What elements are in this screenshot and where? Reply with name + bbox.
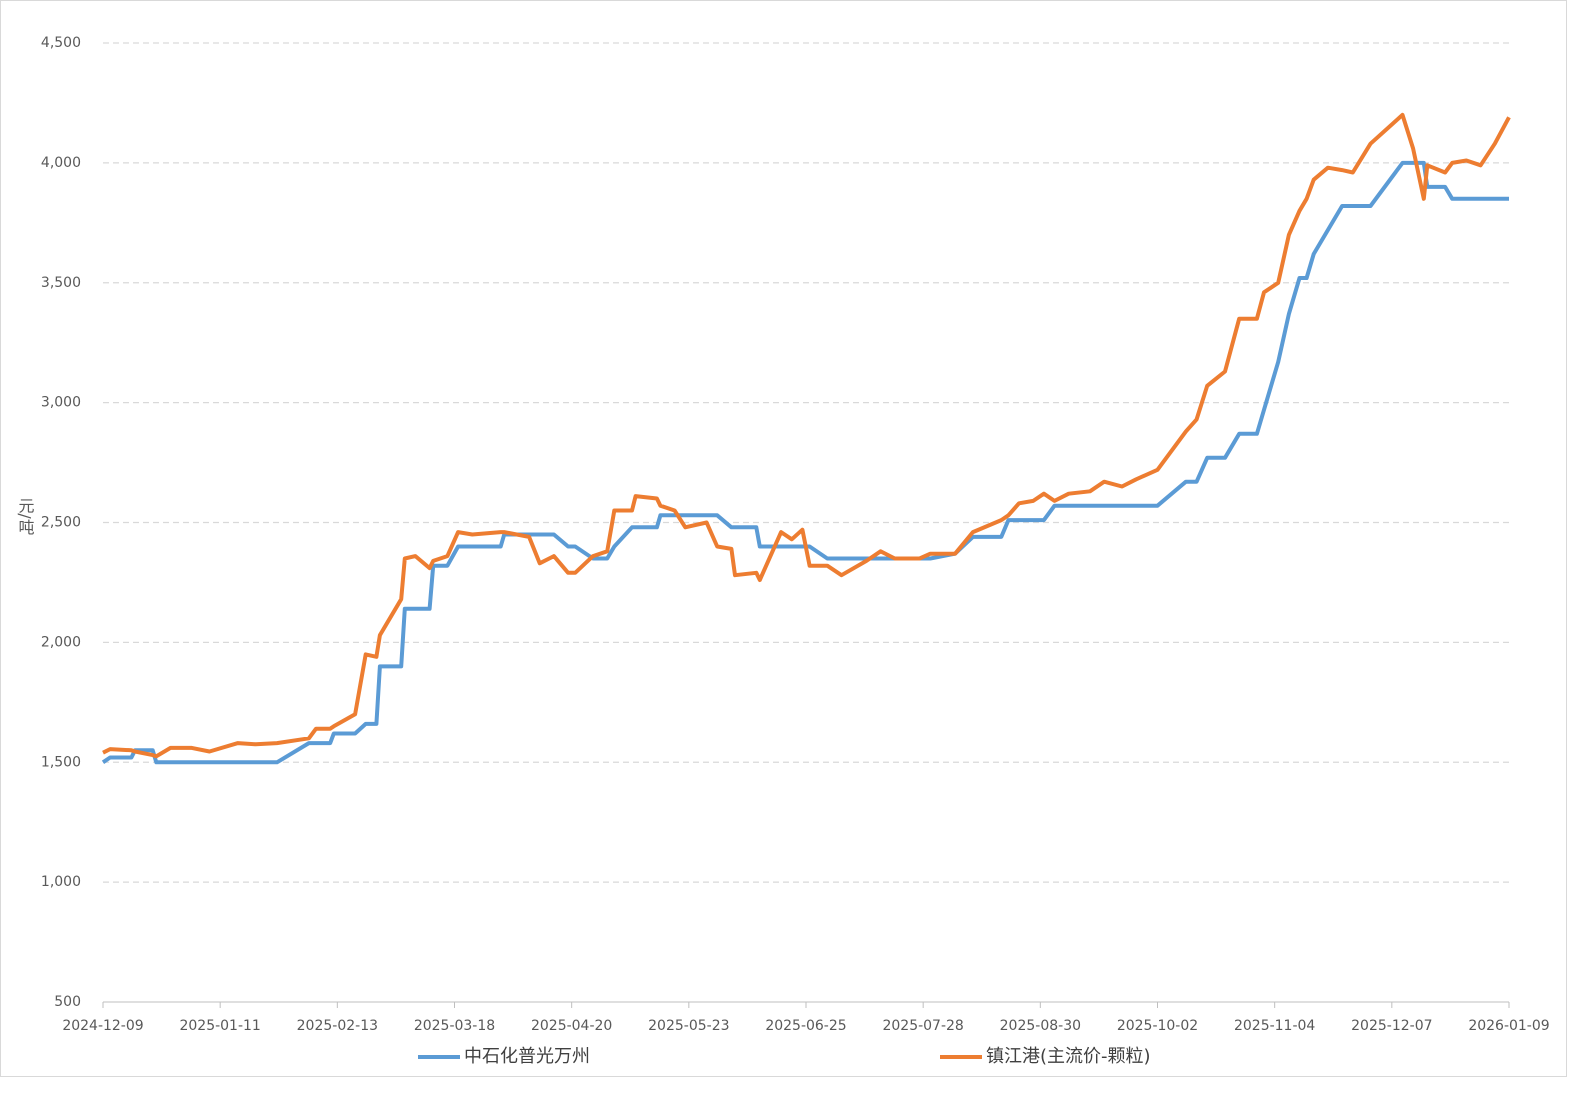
x-tick-label: 2025-03-18 <box>414 1018 495 1034</box>
x-tick-label: 2025-07-28 <box>882 1018 963 1034</box>
y-tick-label: 1,500 <box>41 754 81 770</box>
x-tick-label: 2025-08-30 <box>1000 1018 1081 1034</box>
y-tick-label: 4,500 <box>41 35 81 51</box>
series-line <box>101 160 1509 765</box>
y-tick-label: 3,000 <box>41 395 81 411</box>
chart-border <box>0 0 1567 1077</box>
x-tick-label: 2025-11-04 <box>1234 1018 1315 1034</box>
y-tick-label: 4,000 <box>41 155 81 171</box>
x-tick-label: 2025-10-02 <box>1117 1018 1198 1034</box>
y-tick-label: 500 <box>54 994 81 1010</box>
y-tick-label: 2,500 <box>41 515 81 531</box>
y-tick-label: 1,000 <box>41 874 81 890</box>
x-tick-label: 2024-12-09 <box>62 1018 143 1034</box>
x-tick-label: 2025-04-20 <box>531 1018 612 1034</box>
x-tick-label: 2025-06-25 <box>765 1018 846 1034</box>
y-tick-label: 2,000 <box>41 634 81 650</box>
x-tick-label: 2026-01-09 <box>1468 1018 1549 1034</box>
legend-label: 镇江港(主流价-颗粒) <box>986 1046 1151 1067</box>
legend-label: 中石化普光万州 <box>464 1046 590 1067</box>
x-tick-label: 2025-02-13 <box>297 1018 378 1034</box>
y-axis-label: 元/吨 <box>16 497 35 534</box>
y-tick-label: 3,500 <box>41 275 81 291</box>
x-tick-label: 2025-01-11 <box>179 1018 260 1034</box>
x-tick-label: 2025-05-23 <box>648 1018 729 1034</box>
series-line <box>102 112 1511 759</box>
x-tick-label: 2025-12-07 <box>1351 1018 1432 1034</box>
